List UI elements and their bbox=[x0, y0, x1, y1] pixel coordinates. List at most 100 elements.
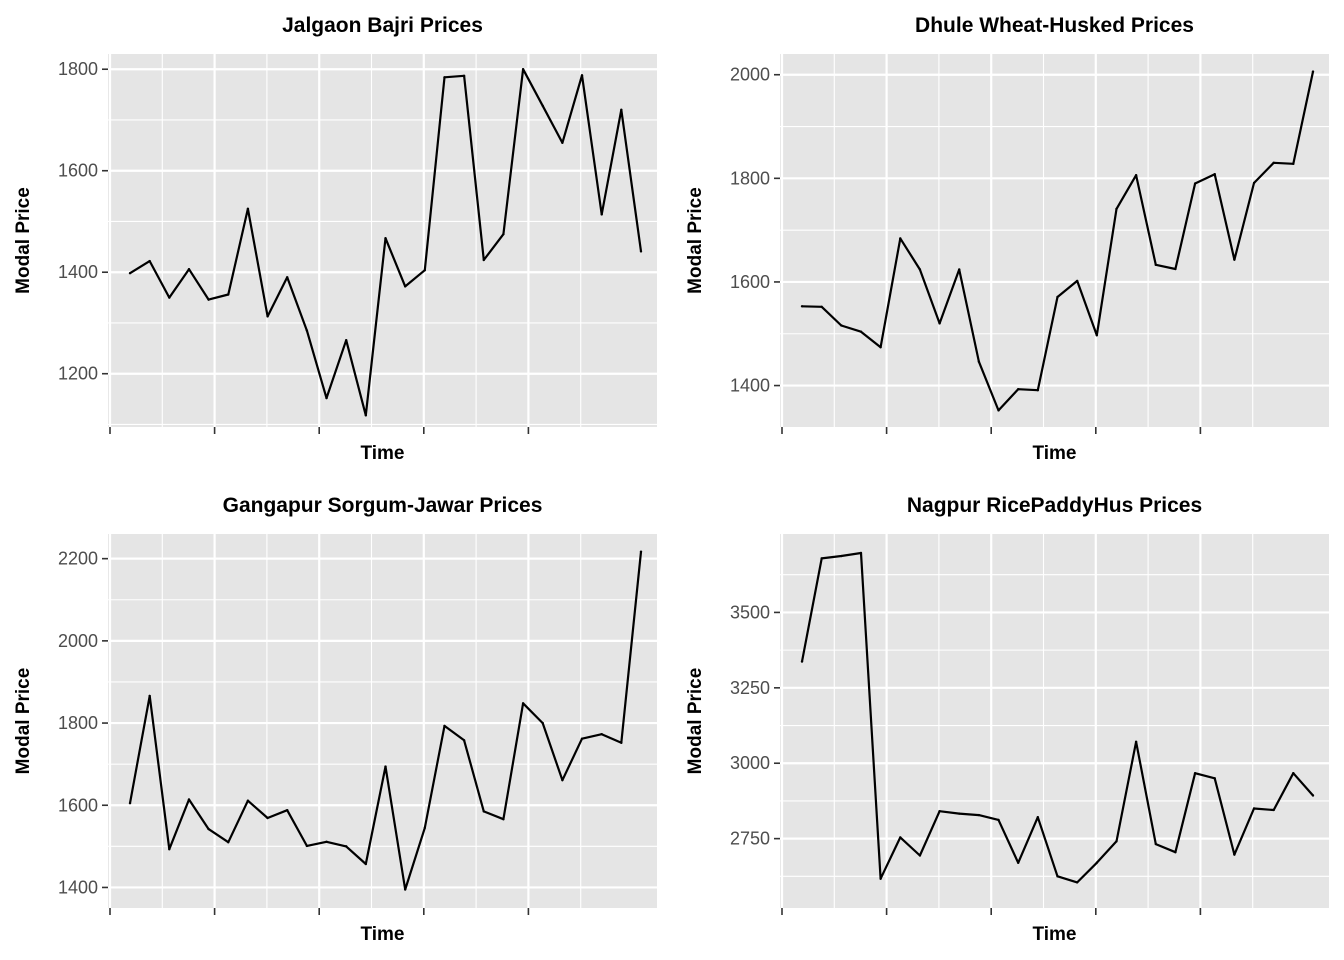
data-point bbox=[859, 551, 863, 555]
data-point bbox=[859, 330, 863, 333]
y-tick-label: 2000 bbox=[58, 631, 98, 651]
data-point bbox=[128, 272, 132, 275]
x-axis-title: Time bbox=[1032, 924, 1076, 945]
data-point bbox=[207, 298, 210, 301]
data-point bbox=[364, 862, 368, 866]
data-point bbox=[286, 276, 289, 279]
data-point bbox=[305, 844, 309, 848]
data-point bbox=[364, 414, 368, 417]
data-point bbox=[344, 845, 348, 848]
data-point bbox=[227, 293, 230, 296]
data-point bbox=[580, 737, 584, 740]
data-point bbox=[800, 660, 804, 663]
y-axis-title: Modal Price bbox=[685, 668, 706, 775]
data-point bbox=[305, 329, 309, 332]
y-tick-label: 1200 bbox=[58, 364, 98, 384]
data-point bbox=[246, 207, 250, 210]
data-point bbox=[997, 409, 1000, 412]
data-point bbox=[1134, 740, 1138, 744]
data-point bbox=[403, 285, 407, 288]
data-point bbox=[521, 68, 525, 71]
data-point bbox=[1213, 777, 1216, 780]
x-axis-title: Time bbox=[1032, 443, 1076, 464]
panel-background bbox=[108, 54, 657, 427]
data-point bbox=[639, 250, 643, 253]
data-point bbox=[1115, 207, 1118, 211]
data-point bbox=[879, 877, 882, 880]
chart-panel: 1400 1600 1800 2000 Dhule Wheat-Husked Price… bbox=[685, 14, 1329, 464]
data-point bbox=[443, 724, 446, 728]
data-point bbox=[187, 267, 191, 271]
data-point bbox=[561, 141, 564, 145]
data-point bbox=[168, 848, 171, 851]
data-point bbox=[918, 854, 922, 857]
data-point bbox=[502, 818, 505, 821]
data-point bbox=[938, 809, 941, 813]
data-point bbox=[1036, 816, 1040, 819]
data-point bbox=[800, 305, 804, 308]
data-point bbox=[1095, 334, 1099, 337]
data-point bbox=[1213, 172, 1216, 176]
data-point bbox=[1252, 807, 1256, 810]
data-point bbox=[1036, 389, 1040, 392]
data-point bbox=[840, 324, 843, 327]
data-point bbox=[1193, 182, 1197, 185]
data-point bbox=[325, 396, 328, 400]
data-point bbox=[1174, 267, 1177, 271]
data-point bbox=[918, 268, 922, 271]
data-point bbox=[1252, 181, 1256, 185]
y-axis-title: Modal Price bbox=[13, 668, 34, 775]
data-point bbox=[561, 778, 564, 782]
data-point bbox=[286, 808, 289, 812]
y-axis-title: Modal Price bbox=[13, 187, 34, 294]
data-point bbox=[462, 74, 466, 78]
chart-title: Dhule Wheat-Husked Prices bbox=[915, 14, 1194, 37]
data-point bbox=[1154, 263, 1157, 267]
y-tick-label: 1400 bbox=[58, 262, 98, 282]
x-axis-title: Time bbox=[360, 924, 404, 945]
data-point bbox=[1095, 861, 1099, 864]
data-point bbox=[502, 232, 505, 236]
y-tick-label: 1800 bbox=[730, 168, 770, 188]
data-point bbox=[1311, 794, 1315, 797]
data-point bbox=[266, 816, 269, 820]
data-point bbox=[977, 360, 981, 363]
y-tick-label: 2200 bbox=[58, 549, 98, 569]
y-axis-title: Modal Price bbox=[685, 187, 706, 294]
data-point bbox=[879, 346, 882, 349]
y-tick-label: 2750 bbox=[730, 829, 770, 849]
data-point bbox=[899, 836, 902, 839]
data-point bbox=[1233, 258, 1236, 261]
data-point bbox=[1233, 853, 1236, 856]
data-point bbox=[423, 268, 427, 272]
data-point bbox=[639, 550, 643, 553]
data-point bbox=[1154, 842, 1157, 846]
data-point bbox=[1272, 161, 1275, 164]
data-point bbox=[1292, 771, 1295, 775]
data-point bbox=[840, 554, 843, 558]
data-point bbox=[423, 826, 427, 830]
chart-title: Jalgaon Bajri Prices bbox=[282, 14, 483, 37]
data-point bbox=[600, 732, 603, 736]
data-point bbox=[443, 76, 446, 79]
chart-panel: 1400 1600 1800 2000 2200 Gangapur Sorgum-Jawa… bbox=[13, 494, 657, 945]
data-point bbox=[128, 801, 132, 805]
data-point bbox=[1115, 840, 1118, 843]
y-tick-label: 3000 bbox=[730, 753, 770, 773]
data-point bbox=[1016, 387, 1020, 391]
data-point bbox=[344, 339, 348, 342]
data-point bbox=[148, 259, 151, 263]
data-point bbox=[246, 799, 250, 802]
x-axis-title: Time bbox=[360, 443, 404, 464]
data-point bbox=[938, 322, 941, 325]
panel-background bbox=[780, 54, 1329, 427]
y-tick-label: 1400 bbox=[730, 376, 770, 396]
data-point bbox=[187, 798, 191, 801]
data-point bbox=[462, 739, 466, 742]
data-point bbox=[384, 765, 387, 768]
data-point bbox=[977, 813, 981, 817]
data-point bbox=[600, 213, 603, 216]
data-point bbox=[1056, 295, 1059, 299]
